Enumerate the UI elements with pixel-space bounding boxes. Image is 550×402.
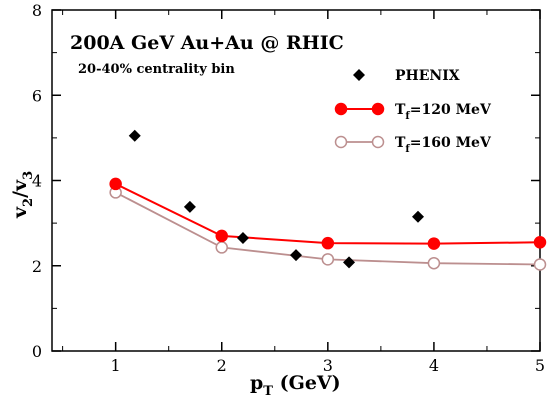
data-point-phenix [183, 200, 196, 213]
legend-symbol-phenix [353, 69, 365, 81]
x-axis-label-rest: (GeV) [273, 372, 341, 394]
legend-label-tf-120-rest: =120 MeV [410, 102, 492, 118]
y-tick-label: 2 [32, 257, 42, 276]
series-line-tf-120 [115, 183, 541, 245]
legend-label-tf-160-rest: =160 MeV [410, 135, 492, 151]
y-axis-label: v2/v3 [9, 171, 36, 219]
series-tf-120 [109, 177, 547, 250]
legend-label-tf-120: Tf=120 MeV [395, 102, 492, 122]
series-phenix [128, 129, 424, 269]
legend-label-tf-120-sub: f [405, 111, 410, 122]
data-point-phenix [128, 129, 141, 142]
y-axis-label-b-sub: 3 [21, 171, 36, 180]
data-point-tf-120 [427, 237, 441, 250]
legend-label-tf-160-sub: f [405, 144, 410, 155]
legend-marker-phenix [353, 69, 365, 81]
series-layer [109, 129, 547, 271]
legend-item-tf-120: Tf=120 MeV [334, 102, 492, 122]
legend-label-tf-160: Tf=160 MeV [395, 135, 492, 155]
legend-symbol-tf-160 [371, 135, 385, 149]
legend-marker-tf-160 [334, 135, 385, 149]
y-axis-label-sep: / [9, 191, 31, 198]
x-axis: 1 2 3 4 5 [62, 10, 545, 375]
x-axis-label-main: p [250, 372, 263, 394]
data-point-tf-160 [215, 241, 228, 254]
data-point-tf-120 [533, 236, 547, 249]
series-tf-160 [109, 186, 547, 271]
legend-label-tf-120-main: T [395, 102, 406, 118]
x-tick-label: 3 [323, 356, 333, 375]
legend-label-tf-160-main: T [395, 135, 406, 151]
y-tick-label: 8 [32, 1, 42, 20]
x-tick-label: 1 [111, 356, 121, 375]
y-axis-label-a: v [9, 206, 31, 219]
y-tick-label: 6 [32, 86, 42, 105]
data-point-tf-120 [321, 236, 335, 250]
data-point-phenix [343, 256, 356, 269]
data-point-phenix [236, 232, 249, 245]
legend: PHENIX Tf=120 MeV Tf=160 MeV [334, 68, 492, 155]
x-axis-label-sub: T [263, 384, 273, 399]
legend-label-phenix: PHENIX [395, 68, 460, 84]
legend-symbol-tf-120 [334, 102, 348, 116]
x-tick-label: 4 [429, 356, 439, 375]
legend-item-tf-160: Tf=160 MeV [334, 135, 492, 155]
legend-symbol-tf-120 [371, 102, 385, 116]
data-point-tf-120 [109, 177, 122, 191]
legend-item-phenix: PHENIX [353, 68, 460, 84]
data-point-tf-160 [533, 258, 547, 271]
y-tick-label: 4 [32, 172, 42, 191]
x-axis-label: pT (GeV) [250, 372, 341, 399]
legend-symbol-tf-160 [334, 135, 348, 149]
chart-subtitle: 20-40% centrality bin [78, 62, 235, 77]
y-axis-label-b: v [9, 179, 31, 192]
y-axis-label-a-sub: 2 [21, 198, 36, 207]
chart-title: 200A GeV Au+Au @ RHIC [70, 32, 344, 54]
legend-marker-tf-120 [334, 102, 385, 116]
data-point-tf-160 [427, 256, 441, 270]
data-point-phenix [412, 210, 424, 223]
y-tick-label: 0 [32, 342, 42, 361]
y-axis: 0 2 4 6 8 [32, 1, 540, 361]
x-tick-label: 5 [535, 356, 545, 375]
data-point-phenix [290, 249, 302, 262]
x-tick-label: 2 [217, 356, 227, 375]
data-point-tf-160 [321, 253, 335, 266]
data-point-tf-120 [215, 229, 228, 243]
